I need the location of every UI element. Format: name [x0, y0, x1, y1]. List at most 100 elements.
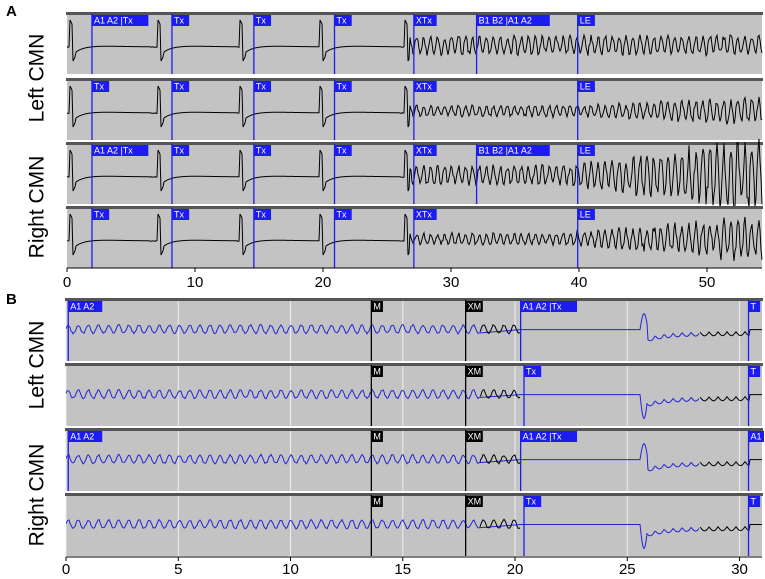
event-tag — [91, 209, 110, 220]
event-tag — [91, 145, 149, 156]
event-label: XM — [468, 366, 482, 376]
event-label: Tx — [256, 81, 266, 91]
channel-background — [66, 300, 762, 361]
channel-background — [66, 430, 762, 491]
event-tag — [371, 431, 383, 442]
event-label: T — [751, 496, 757, 506]
event-tag — [577, 145, 595, 156]
event-label: M — [373, 301, 381, 311]
event-tag — [476, 15, 550, 26]
x-tick-label: 10 — [282, 561, 299, 578]
event-tag — [413, 15, 437, 26]
event-label: Tx — [94, 209, 104, 219]
channel-header — [66, 142, 763, 145]
panel-label: B — [6, 291, 17, 308]
event-tag — [334, 15, 352, 26]
event-label: Tx — [256, 15, 266, 25]
event-tag — [748, 431, 764, 442]
event-label: T — [751, 301, 757, 311]
channel-header — [65, 298, 763, 301]
event-label: B1 B2 |A1 A2 — [479, 145, 532, 155]
x-tick-label: 50 — [699, 274, 716, 291]
x-tick-label: 20 — [507, 561, 524, 578]
event-tag — [520, 301, 578, 312]
event-label: XTx — [416, 209, 433, 219]
event-label: Tx — [337, 15, 347, 25]
channel-header — [66, 12, 763, 15]
trace-group — [66, 442, 762, 472]
event-tag — [171, 209, 190, 220]
event-label: A1 A2 |Tx — [523, 431, 562, 441]
event-label: B1 B2 |A1 A2 — [479, 15, 532, 25]
event-label: A1 A2 |Tx — [94, 145, 133, 155]
trace — [66, 388, 700, 420]
event-label: LE — [580, 209, 591, 219]
event-tag — [748, 301, 761, 312]
event-tag — [476, 145, 550, 156]
event-label: T — [751, 366, 757, 376]
event-tag — [171, 145, 190, 156]
event-tag — [334, 81, 352, 92]
x-tick-label: 30 — [443, 274, 460, 291]
x-tick-label: 20 — [315, 274, 332, 291]
group-label: Left CMN — [26, 321, 49, 410]
event-label: A1 A2 |Tx — [94, 15, 133, 25]
x-tick-label: 0 — [63, 274, 71, 291]
event-tag — [91, 15, 149, 26]
event-label: Tx — [256, 145, 266, 155]
event-label: Tx — [526, 366, 536, 376]
event-label: M — [373, 496, 381, 506]
trace-group — [66, 518, 762, 550]
event-tag — [68, 301, 103, 312]
channel-background — [66, 495, 762, 556]
trace — [66, 442, 700, 472]
event-label: XM — [468, 496, 482, 506]
channel-header — [66, 78, 763, 81]
group-label: Right CMN — [26, 444, 49, 547]
event-label: A1 A2 |Tx — [523, 301, 562, 311]
x-tick-label: 25 — [619, 561, 636, 578]
event-tag — [171, 15, 190, 26]
event-label: Tx — [174, 145, 184, 155]
group-label: Left CMN — [26, 34, 49, 123]
trace — [479, 389, 762, 402]
event-tag — [748, 496, 761, 507]
event-tag — [465, 301, 483, 312]
event-label: M — [373, 431, 381, 441]
event-tag — [577, 81, 595, 92]
event-label: Tx — [174, 81, 184, 91]
group-label: Right CMN — [26, 156, 49, 259]
channel-header — [66, 206, 763, 209]
event-label: M — [373, 366, 381, 376]
event-label: XM — [468, 301, 482, 311]
event-tag — [371, 496, 383, 507]
event-label: Tx — [256, 209, 266, 219]
event-tag — [577, 15, 595, 26]
trace — [479, 323, 762, 337]
event-tag — [371, 366, 383, 377]
event-tag — [465, 366, 483, 377]
event-tag — [524, 496, 542, 507]
event-label: LE — [580, 15, 591, 25]
event-label: Tx — [526, 496, 536, 506]
event-tag — [334, 145, 352, 156]
event-label: XTx — [416, 81, 433, 91]
event-label: XM — [468, 431, 482, 441]
x-tick-label: 30 — [731, 561, 748, 578]
event-label: Tx — [337, 81, 347, 91]
event-label: Tx — [337, 145, 347, 155]
event-label: Tx — [94, 81, 104, 91]
event-tag — [253, 145, 272, 156]
event-tag — [253, 209, 272, 220]
event-label: Tx — [174, 15, 184, 25]
event-tag — [520, 431, 578, 442]
x-tick-label: 0 — [62, 561, 70, 578]
event-tag — [413, 209, 437, 220]
event-tag — [524, 366, 542, 377]
trace — [479, 453, 762, 467]
event-tag — [253, 15, 272, 26]
event-label: A1 A2 — [70, 301, 94, 311]
event-label: Tx — [174, 209, 184, 219]
event-tag — [253, 81, 272, 92]
